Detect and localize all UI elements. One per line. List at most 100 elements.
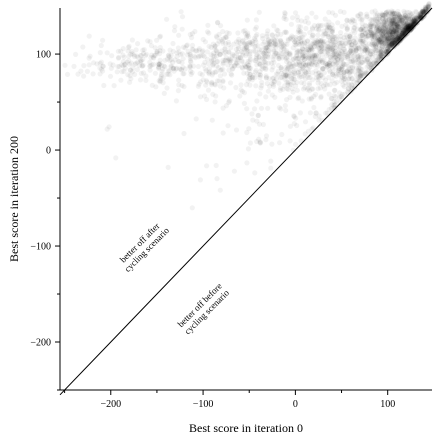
data-point xyxy=(369,30,375,36)
data-point xyxy=(412,19,418,25)
data-point xyxy=(310,32,316,38)
data-point xyxy=(387,34,394,40)
data-point xyxy=(367,26,373,32)
data-point xyxy=(425,7,432,13)
data-point xyxy=(175,58,181,64)
data-point xyxy=(311,23,318,29)
data-point xyxy=(390,30,397,36)
data-point xyxy=(269,32,275,38)
data-point xyxy=(389,25,395,31)
data-point xyxy=(412,21,418,27)
data-point xyxy=(341,84,347,90)
data-point xyxy=(291,63,297,69)
data-point xyxy=(259,83,265,89)
data-point xyxy=(120,63,126,69)
data-point xyxy=(218,67,224,73)
data-point xyxy=(392,27,398,33)
data-point xyxy=(390,22,396,28)
data-point xyxy=(389,30,395,37)
data-point xyxy=(384,9,390,15)
data-point xyxy=(261,51,267,57)
data-point xyxy=(394,28,400,35)
data-point xyxy=(392,31,398,37)
data-point xyxy=(358,37,364,43)
data-point xyxy=(308,61,314,67)
data-point xyxy=(211,50,217,56)
data-point xyxy=(342,37,348,43)
data-point xyxy=(412,19,419,25)
data-point xyxy=(327,59,333,65)
data-point xyxy=(125,72,131,78)
data-point xyxy=(328,45,334,51)
data-point xyxy=(360,72,366,78)
data-point xyxy=(340,60,346,66)
data-point xyxy=(258,85,264,91)
data-point xyxy=(410,20,416,26)
data-point xyxy=(401,28,407,34)
data-point xyxy=(86,55,92,61)
data-point xyxy=(178,9,184,15)
data-point xyxy=(317,57,323,64)
data-point xyxy=(396,38,402,45)
data-point xyxy=(338,64,344,70)
data-point xyxy=(294,40,300,47)
data-point xyxy=(327,38,333,44)
data-point xyxy=(329,52,335,59)
data-point xyxy=(154,37,160,43)
data-point xyxy=(189,30,196,37)
data-point xyxy=(402,29,409,35)
data-point xyxy=(409,19,416,25)
data-point xyxy=(333,45,339,51)
data-point xyxy=(389,37,396,43)
data-point xyxy=(382,52,389,58)
data-point xyxy=(345,85,351,92)
data-point xyxy=(242,27,248,34)
data-point xyxy=(233,84,239,91)
data-point xyxy=(324,62,330,68)
data-point xyxy=(299,40,306,47)
data-point xyxy=(160,48,166,54)
data-point xyxy=(247,140,253,146)
data-point xyxy=(407,16,413,22)
data-point xyxy=(377,27,383,33)
data-point xyxy=(419,14,425,20)
data-point xyxy=(414,19,420,25)
data-point xyxy=(393,37,399,43)
data-point xyxy=(293,61,299,67)
data-point xyxy=(316,22,322,28)
data-point xyxy=(383,36,389,42)
data-point xyxy=(333,73,339,79)
data-point xyxy=(302,18,308,25)
data-point xyxy=(401,33,407,39)
data-point xyxy=(404,23,410,29)
data-point xyxy=(399,23,405,29)
data-point xyxy=(337,90,343,96)
data-point xyxy=(393,15,399,21)
data-point xyxy=(414,19,420,25)
data-point xyxy=(214,34,220,40)
data-point xyxy=(307,44,313,50)
data-point xyxy=(402,32,408,38)
data-point xyxy=(244,160,250,166)
data-point xyxy=(274,50,280,56)
data-point xyxy=(312,62,318,68)
data-point xyxy=(327,63,333,69)
data-point xyxy=(263,48,269,54)
data-point xyxy=(387,10,393,16)
data-point xyxy=(385,43,391,49)
data-point xyxy=(319,65,325,71)
data-point xyxy=(323,61,329,67)
data-point xyxy=(422,12,428,18)
data-point xyxy=(385,36,391,42)
data-point xyxy=(303,56,309,62)
data-point xyxy=(317,38,324,44)
data-point xyxy=(374,26,380,32)
data-point xyxy=(228,45,234,51)
data-point xyxy=(285,57,291,63)
data-point xyxy=(298,18,304,24)
data-point xyxy=(298,29,304,35)
data-point xyxy=(235,55,241,61)
data-point xyxy=(360,28,366,34)
region-annotation: better off beforecycling scenario xyxy=(175,280,231,336)
data-point xyxy=(197,71,203,77)
